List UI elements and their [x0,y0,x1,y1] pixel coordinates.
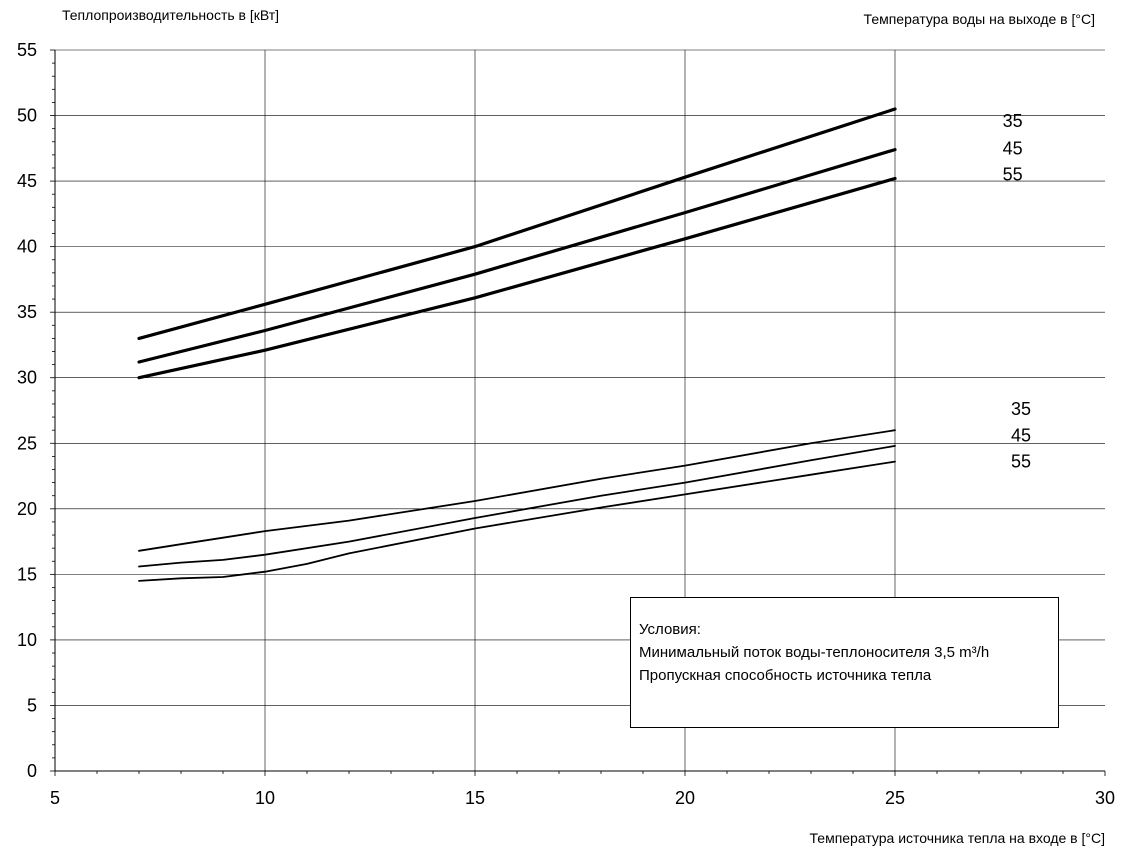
y-tick-label: 0 [27,761,37,781]
series-line-lower-35 [138,429,896,552]
series-line-lower-55 [138,460,896,582]
x-axis-label: Температура источника тепла на входе в [… [809,830,1105,846]
y-axis-label: Теплопроизводительность в [кВт] [62,7,280,23]
y-tick-label: 35 [17,302,37,322]
series-label: 45 [1011,425,1031,445]
x-tick-label: 5 [50,788,60,808]
series-label: 55 [1011,452,1031,472]
conditions-box: Условия: Минимальный поток воды-теплонос… [630,597,1059,728]
y-tick-label: 20 [17,499,37,519]
x-tick-label: 30 [1095,788,1115,808]
y-tick-label: 30 [17,368,37,388]
conditions-capacity-text: Пропускная способность источника тепла [639,667,932,684]
conditions-title: Условия: [639,621,701,638]
y-tick-label: 45 [17,171,37,191]
y-tick-label: 40 [17,237,37,257]
y-tick-label: 5 [27,695,37,715]
x-tick-label: 20 [675,788,695,808]
outlet-temperature-legend-title: Температура воды на выходе в [°C] [863,11,1095,27]
x-tick-label: 10 [255,788,275,808]
series-line-upper-55 [137,176,897,380]
series-label: 35 [1003,111,1023,131]
y-tick-label: 10 [17,630,37,650]
series-label: 45 [1003,138,1023,158]
x-tick-label: 15 [465,788,485,808]
series-line-lower-45 [138,445,896,568]
series-line-upper-45 [137,148,897,364]
y-tick-label: 50 [17,106,37,126]
y-tick-label: 55 [17,40,37,60]
y-tick-label: 25 [17,433,37,453]
series-label: 55 [1003,165,1023,185]
conditions-flow-text: Минимальный поток воды-теплоносителя 3,5… [639,644,990,661]
y-tick-label: 15 [17,564,37,584]
x-tick-label: 25 [885,788,905,808]
series-line-upper-35 [137,107,897,340]
series-label: 35 [1011,399,1031,419]
